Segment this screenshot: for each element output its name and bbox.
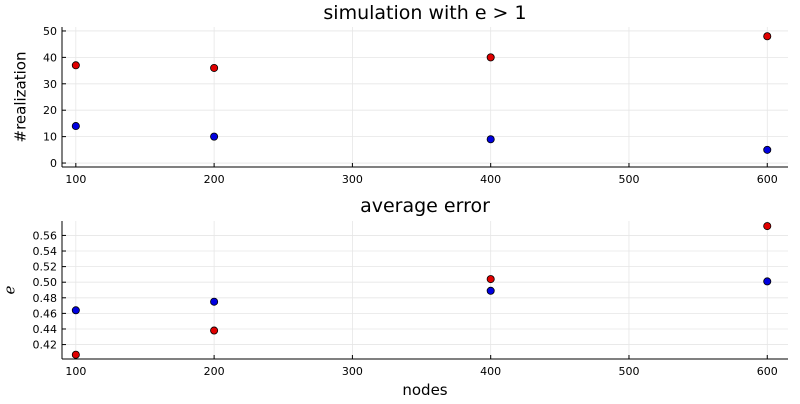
y-tick-label: 0.56 — [33, 229, 58, 242]
data-point — [71, 61, 80, 70]
y-tick-label: 0.44 — [33, 323, 58, 336]
data-point — [210, 132, 219, 141]
data-point — [486, 135, 495, 144]
y-tick-label: 0.46 — [33, 307, 58, 320]
x-tick-label: 200 — [204, 365, 225, 378]
data-point — [763, 145, 772, 154]
x-tick-label: 300 — [342, 365, 363, 378]
y-axis-label: e — [0, 285, 18, 294]
data-point — [71, 306, 80, 315]
y-axis-label: #realization — [11, 52, 29, 143]
chart-title: simulation with e > 1 — [323, 2, 526, 24]
data-point — [71, 350, 80, 359]
y-tick-label: 50 — [43, 25, 57, 38]
x-tick-label: 100 — [65, 173, 86, 186]
y-tick-label: 30 — [43, 78, 57, 91]
y-tick-label: 40 — [43, 51, 57, 64]
y-tick-label: 0 — [50, 157, 57, 170]
x-tick-label: 400 — [480, 365, 501, 378]
y-tick-label: 0.42 — [33, 339, 58, 352]
y-tick-label: 10 — [43, 131, 57, 144]
data-point — [763, 222, 772, 231]
x-tick-label: 100 — [65, 365, 86, 378]
x-tick-label: 200 — [204, 173, 225, 186]
x-axis-label: nodes — [402, 381, 447, 399]
data-point — [71, 122, 80, 131]
y-tick-label: 0.54 — [33, 245, 58, 258]
data-point — [763, 32, 772, 41]
y-tick-label: 20 — [43, 104, 57, 117]
data-point — [210, 326, 219, 335]
subplot-1: 100 200 300 400 500 600 0 10 20 30 40 50 simulation … — [11, 2, 788, 186]
data-point — [210, 63, 219, 72]
data-point — [486, 275, 495, 284]
data-point — [486, 53, 495, 62]
x-tick-label: 400 — [480, 173, 501, 186]
y-tick-label: 0.52 — [33, 261, 58, 274]
x-tick-label: 500 — [618, 173, 639, 186]
x-tick-label: 300 — [342, 173, 363, 186]
data-point — [763, 277, 772, 286]
x-tick-label: 600 — [757, 173, 778, 186]
y-tick-label: 0.48 — [33, 292, 58, 305]
y-tick-label: 0.50 — [33, 276, 58, 289]
chart-title: average error — [360, 195, 490, 217]
subplot-2: 100 200 300 400 500 600 0.42 0.44 0.46 0.48 0.50 0.… — [0, 195, 788, 399]
data-point — [486, 286, 495, 295]
data-point — [210, 297, 219, 306]
x-tick-label: 500 — [618, 365, 639, 378]
x-tick-label: 600 — [757, 365, 778, 378]
